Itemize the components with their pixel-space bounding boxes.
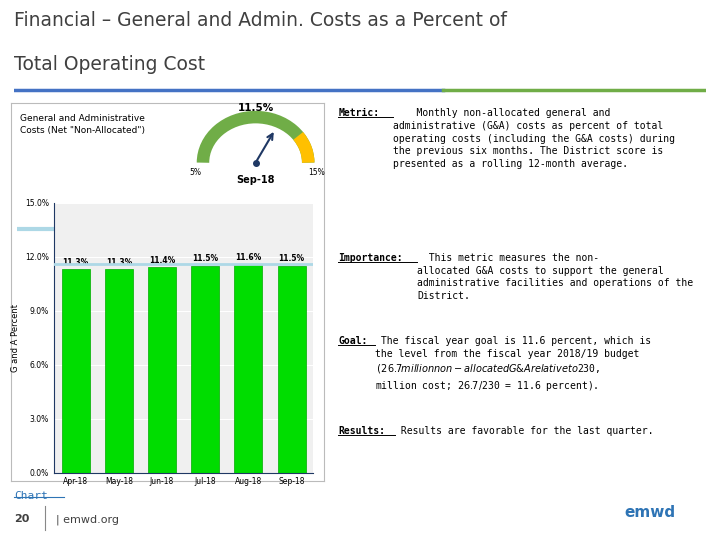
Text: Monthly non-allocated general and
administrative (G&A) costs as percent of total: Monthly non-allocated general and admini… (392, 108, 675, 169)
Text: Financial – General and Admin. Costs as a Percent of: Financial – General and Admin. Costs as … (14, 11, 508, 30)
Text: Results:: Results: (338, 427, 385, 436)
Text: 15%: 15% (307, 168, 325, 177)
Text: 11.5%: 11.5% (238, 104, 274, 113)
Text: 11.3%: 11.3% (63, 258, 89, 267)
Bar (148, 267, 176, 472)
Bar (234, 264, 262, 472)
Y-axis label: G and A Percent: G and A Percent (11, 303, 19, 372)
Text: This metric measures the non-
allocated G&A costs to support the general
adminis: This metric measures the non- allocated … (418, 253, 693, 301)
Bar (61, 269, 89, 472)
Text: 11.3%: 11.3% (106, 258, 132, 267)
Bar (277, 266, 305, 472)
Text: 5%: 5% (189, 168, 201, 177)
Text: Importance:: Importance: (338, 253, 403, 263)
Text: Total Operating Cost: Total Operating Cost (14, 55, 205, 73)
Text: 20: 20 (14, 514, 30, 524)
Bar (191, 266, 219, 472)
Text: GOAL = < 11.6%: GOAL = < 11.6% (111, 225, 188, 234)
Text: 11.5%: 11.5% (192, 254, 218, 264)
Text: 11.5%: 11.5% (279, 254, 305, 264)
Text: Sep-18: Sep-18 (236, 176, 275, 185)
Bar (105, 269, 133, 472)
Text: The fiscal year goal is 11.6 percent, which is
the level from the fiscal year 20: The fiscal year goal is 11.6 percent, wh… (375, 336, 652, 393)
Text: Results are favorable for the last quarter.: Results are favorable for the last quart… (395, 427, 654, 436)
Text: 11.6%: 11.6% (235, 253, 261, 261)
Text: Goal:: Goal: (338, 336, 368, 346)
Text: Chart: Chart (14, 491, 48, 501)
Text: 11.4%: 11.4% (149, 256, 175, 265)
Text: emwd: emwd (624, 505, 675, 520)
Text: | emwd.org: | emwd.org (55, 514, 119, 525)
Text: Metric:: Metric: (338, 108, 379, 118)
Text: General and Administrative
Costs (Net "Non-Allocated"): General and Administrative Costs (Net "N… (20, 114, 145, 136)
